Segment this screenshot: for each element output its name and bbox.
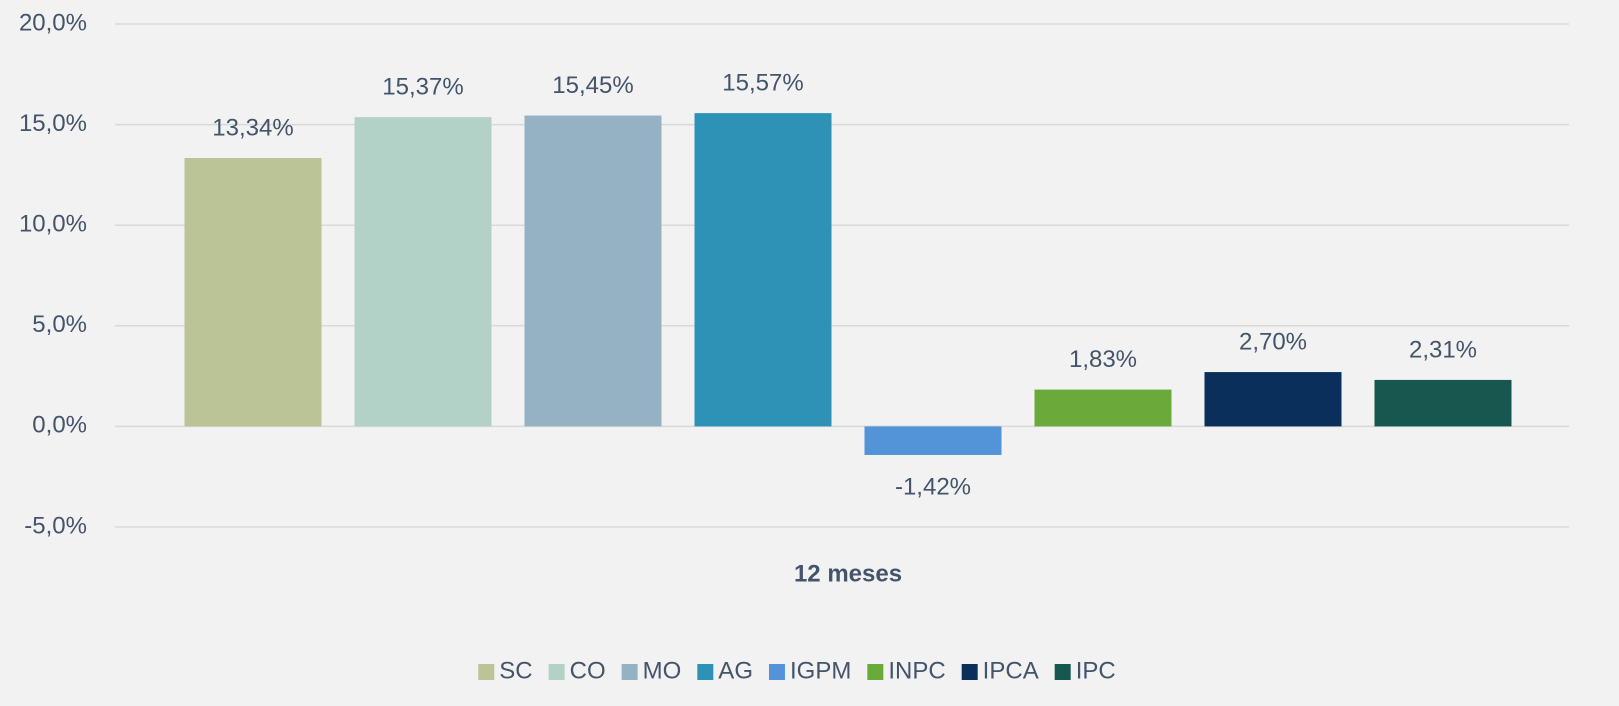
data-label: 1,83% bbox=[1069, 346, 1137, 373]
y-tick-label: -5,0% bbox=[24, 512, 87, 539]
legend-label: IPC bbox=[1076, 657, 1116, 684]
legend-label: CO bbox=[570, 657, 606, 684]
y-tick-label: 0,0% bbox=[32, 412, 87, 439]
legend-swatch bbox=[697, 664, 714, 680]
bar bbox=[184, 157, 322, 427]
data-label: 15,45% bbox=[552, 72, 633, 99]
x-tick-label: 12 meses bbox=[794, 560, 902, 587]
legend: SC CO MO AG IGPM INPC IPCA IPC bbox=[478, 657, 1116, 684]
legend-swatch bbox=[478, 664, 495, 680]
legend-swatch bbox=[867, 664, 884, 680]
legend-label: IPCA bbox=[983, 657, 1039, 684]
data-label: 15,37% bbox=[382, 73, 463, 100]
legend-label: SC bbox=[499, 657, 532, 684]
y-tick-label: 10,0% bbox=[19, 211, 87, 238]
data-label: 13,34% bbox=[212, 114, 293, 141]
bar bbox=[524, 115, 662, 427]
bar bbox=[694, 113, 832, 427]
bar bbox=[354, 117, 492, 427]
legend-swatch bbox=[621, 664, 638, 680]
legend-swatch bbox=[768, 664, 785, 680]
data-label: 15,57% bbox=[722, 69, 803, 96]
data-label: 2,70% bbox=[1239, 328, 1307, 355]
bar bbox=[1374, 379, 1512, 427]
legend-label: INPC bbox=[888, 657, 945, 684]
legend-label: MO bbox=[643, 657, 682, 684]
legend-swatch bbox=[1054, 664, 1071, 680]
legend-label: AG bbox=[718, 657, 753, 684]
legend-label: IGPM bbox=[790, 657, 851, 684]
bar bbox=[1204, 372, 1342, 427]
y-tick-label: 5,0% bbox=[32, 311, 87, 338]
data-label: -1,42% bbox=[895, 473, 971, 500]
bar bbox=[864, 426, 1002, 455]
y-tick-label: 20,0% bbox=[19, 9, 87, 36]
y-tick-label: 15,0% bbox=[19, 110, 87, 137]
legend-swatch bbox=[548, 664, 565, 680]
bar bbox=[1034, 389, 1172, 427]
data-label: 2,31% bbox=[1409, 336, 1477, 363]
legend-swatch bbox=[961, 664, 978, 680]
